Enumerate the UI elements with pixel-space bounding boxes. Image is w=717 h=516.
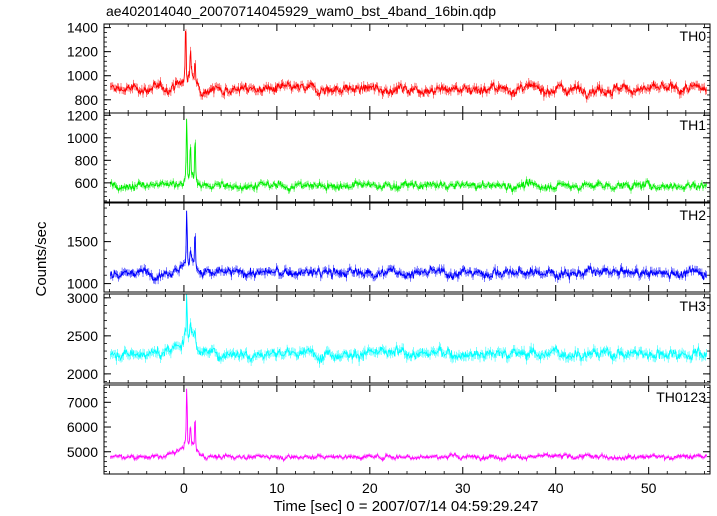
error-bars-th1 (110, 139, 707, 195)
panel-th3: 2000 2500 3000 TH3 (67, 290, 711, 384)
y-tick-label: 800 (75, 152, 99, 168)
error-bars-th0 (110, 29, 707, 103)
series-line-th3 (110, 294, 707, 364)
panel-th0: 800 1000 1200 1400 TH0 (67, 20, 711, 114)
y-tick-label: 1000 (67, 130, 98, 146)
y-tick-label: 600 (75, 175, 99, 191)
x-tick-label: 10 (269, 480, 285, 496)
y-tick-label: 7000 (67, 394, 98, 410)
series-line-th0 (110, 30, 707, 100)
y-tick-label: 1000 (67, 68, 98, 84)
y-tick-label: 1200 (67, 107, 98, 123)
y-tick-label: 2500 (67, 328, 98, 344)
series-label: TH3 (680, 298, 707, 314)
x-tick-label: 0 (180, 480, 188, 496)
y-tick-label: 2000 (67, 366, 98, 382)
y-tick-label: 1000 (67, 276, 98, 292)
x-tick-label: 30 (455, 480, 471, 496)
series-label: TH0123 (656, 389, 706, 405)
series-label: TH2 (680, 207, 707, 223)
y-tick-label: 6000 (67, 419, 98, 435)
y-tick-label: 1200 (67, 44, 98, 60)
x-tick-label: 40 (548, 480, 564, 496)
series-line-th0123 (110, 388, 707, 462)
x-tick-label: 20 (362, 480, 378, 496)
series-label: TH1 (680, 117, 707, 133)
y-tick-label: 1400 (67, 20, 98, 36)
panel-frame (103, 293, 711, 384)
x-axis-title: Time [sec] 0 = 2007/07/14 04:59:29.247 (273, 498, 538, 515)
error-bars-th2 (110, 227, 707, 285)
y-tick-label: 5000 (67, 444, 98, 460)
panel-th2: 1000 1500 TH2 (67, 202, 711, 293)
plot-title: ae402014040_20070714045929_wam0_bst_4ban… (106, 3, 496, 19)
series-label: TH0 (680, 28, 707, 44)
y-tick-label: 800 (75, 92, 99, 108)
x-tick-label: 50 (641, 480, 657, 496)
y-tick-label: 1500 (67, 234, 98, 250)
error-bars-th3 (110, 308, 707, 368)
error-bars-th0123 (110, 405, 707, 463)
panel-th0123: 5000 6000 7000 TH0123 (67, 384, 711, 475)
series-line-th1 (110, 118, 707, 193)
panel-th1: 600 800 1000 1200 TH1 (67, 107, 711, 203)
x-axis: 0 10 20 30 40 50 (180, 480, 657, 496)
y-axis-title: Counts/sec (33, 221, 50, 297)
y-tick-label: 3000 (67, 290, 98, 306)
series-line-th2 (110, 210, 707, 282)
panels: 800100012001400TH060080010001200TH110001… (67, 20, 711, 475)
